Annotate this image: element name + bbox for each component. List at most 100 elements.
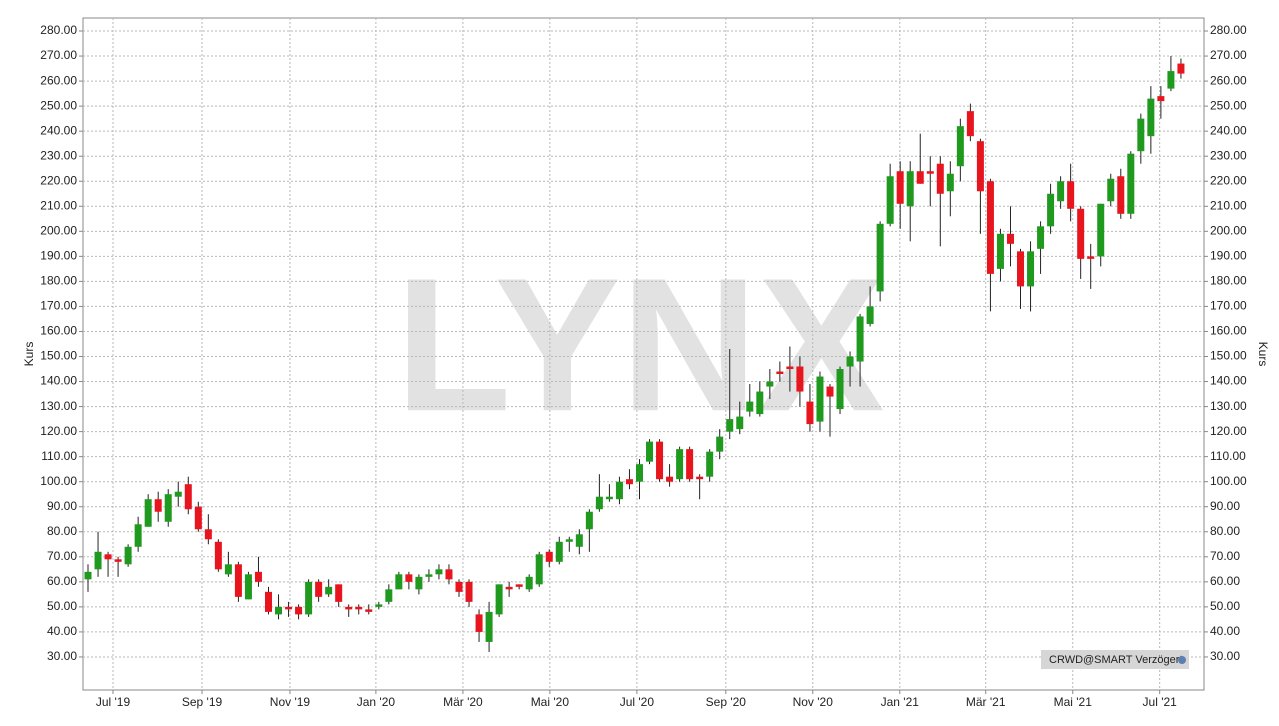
candle-body (615, 481, 623, 500)
candle-body (906, 171, 914, 207)
candle-body (605, 496, 613, 500)
candle-body (846, 356, 854, 367)
y-tick-label: 140.00 (40, 374, 77, 388)
candle-body (214, 541, 222, 570)
candle-body (305, 581, 313, 615)
candle-body (786, 366, 794, 370)
y2-tick-label: 140.00 (1210, 374, 1247, 388)
candle-body (666, 476, 674, 482)
x-tick-label: Nov '20 (793, 695, 834, 709)
candle-body (144, 499, 152, 527)
candle-body (154, 499, 162, 512)
candle-body (1027, 251, 1035, 287)
candle-body (996, 233, 1004, 269)
candle-body (686, 449, 694, 480)
candle-body (1117, 176, 1125, 214)
candle-body (926, 171, 934, 174)
candle-body (746, 401, 754, 412)
y-tick-label: 190.00 (40, 249, 77, 263)
candle-body (365, 609, 373, 612)
y-tick-label: 250.00 (40, 98, 77, 112)
candle-body (696, 476, 704, 480)
candle-body (515, 584, 523, 587)
candle-body (234, 564, 242, 597)
candle-body (545, 551, 553, 562)
y-tick-label: 50.00 (47, 599, 77, 613)
candle-body (1107, 178, 1115, 202)
y2-tick-label: 90.00 (1210, 499, 1240, 513)
candle-body (1047, 193, 1055, 227)
y2-tick-label: 70.00 (1210, 549, 1240, 563)
y2-tick-label: 30.00 (1210, 649, 1240, 663)
y-tick-label: 100.00 (40, 474, 77, 488)
candle-body (706, 451, 714, 477)
candle-body (595, 496, 603, 510)
x-tick-label: Mär '20 (443, 695, 483, 709)
x-tick-label: Jan '21 (881, 695, 920, 709)
y2-tick-label: 210.00 (1210, 198, 1247, 212)
x-tick-label: Jan '20 (357, 695, 396, 709)
candle-body (244, 574, 252, 600)
candle-body (375, 604, 383, 607)
y2-tick-label: 280.00 (1210, 23, 1247, 37)
y2-tick-label: 150.00 (1210, 349, 1247, 363)
x-tick-label: Mär '21 (966, 695, 1006, 709)
x-tick-label: Nov '19 (270, 695, 311, 709)
candle-body (1087, 256, 1095, 259)
y2-tick-label: 120.00 (1210, 424, 1247, 438)
candle-body (656, 441, 664, 480)
y-tick-label: 200.00 (40, 223, 77, 237)
candle-body (1137, 118, 1145, 152)
y2-tick-label: 190.00 (1210, 249, 1247, 263)
y-tick-label: 220.00 (40, 173, 77, 187)
y2-tick-label: 130.00 (1210, 399, 1247, 413)
y2-tick-label: 100.00 (1210, 474, 1247, 488)
candle-body (946, 173, 954, 192)
y-tick-label: 150.00 (40, 349, 77, 363)
candle-body (435, 569, 443, 575)
x-tick-label: Sep '19 (182, 695, 223, 709)
candle-body (425, 574, 433, 577)
candle-body (335, 584, 343, 602)
candle-body (295, 606, 303, 615)
y-tick-label: 70.00 (47, 549, 77, 563)
candle-body (876, 223, 884, 292)
y2-tick-label: 200.00 (1210, 223, 1247, 237)
candle-body (415, 576, 423, 590)
candle-body (104, 554, 112, 560)
candle-body (1147, 98, 1155, 137)
y2-tick-label: 160.00 (1210, 324, 1247, 338)
y2-tick-label: 250.00 (1210, 98, 1247, 112)
y2-tick-label: 110.00 (1210, 449, 1246, 463)
y2-axis-label: Kurs (1256, 342, 1270, 367)
candle-body (816, 376, 824, 422)
candle-body (766, 381, 774, 387)
candle-body (796, 366, 804, 392)
y-tick-label: 30.00 (47, 649, 77, 663)
y2-tick-label: 60.00 (1210, 574, 1240, 588)
candle-body (114, 559, 122, 562)
badge: CRWD@SMART Verzögert (1049, 654, 1182, 666)
y-tick-label: 90.00 (47, 499, 77, 513)
y-tick-label: 130.00 (40, 399, 77, 413)
candle-body (174, 491, 182, 497)
badge-box (1041, 650, 1189, 669)
y2-tick-label: 80.00 (1210, 524, 1240, 538)
y-tick-label: 160.00 (40, 324, 77, 338)
candle-body (355, 606, 363, 610)
y-tick-label: 40.00 (47, 624, 77, 638)
candle-body (535, 554, 543, 585)
globe-icon (1178, 656, 1186, 664)
candle-body (826, 386, 834, 397)
y-tick-label: 80.00 (47, 524, 77, 538)
candle-body (575, 534, 583, 547)
candle-body (254, 571, 262, 582)
candle-body (726, 419, 734, 432)
candle-body (836, 369, 844, 410)
y-axis-label: Kurs (22, 342, 36, 367)
candle-body (1157, 96, 1165, 102)
candle-body (84, 571, 92, 580)
y-tick-label: 270.00 (40, 48, 77, 62)
candle-body (916, 171, 924, 184)
